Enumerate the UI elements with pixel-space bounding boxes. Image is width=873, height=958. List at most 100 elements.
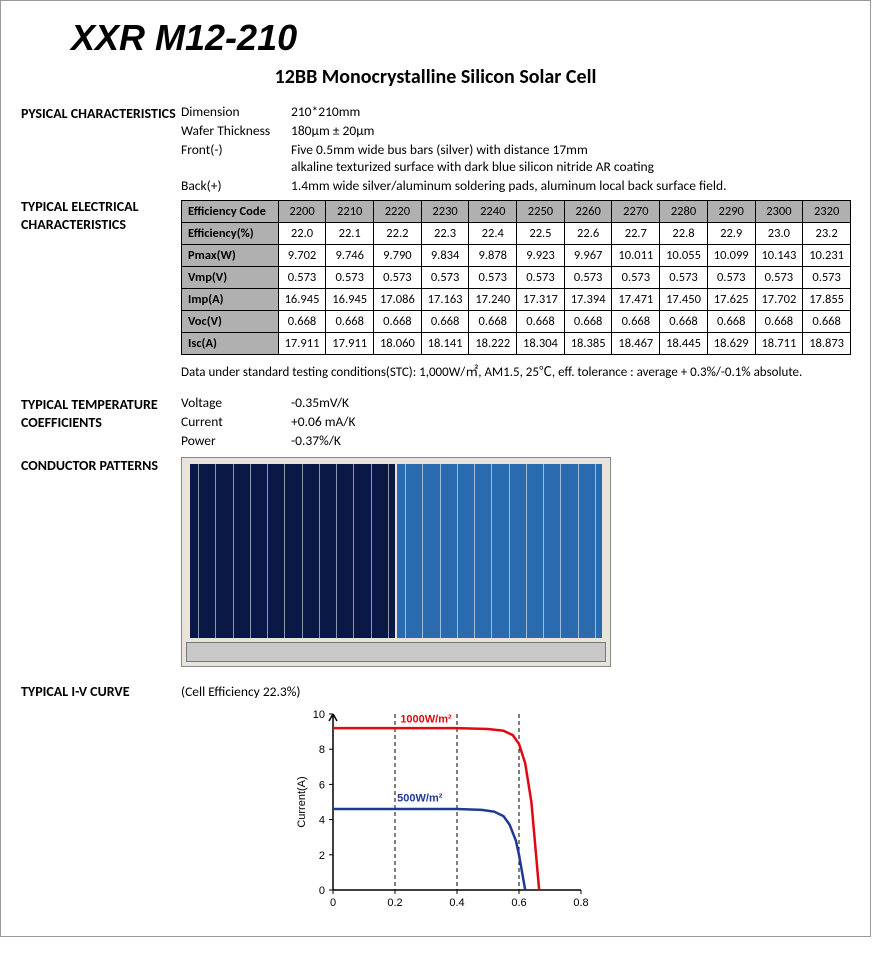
table-cell: 22.4	[469, 223, 517, 245]
section-heading-electrical: TYPICAL ELECTRICAL CHARACTERISTICS	[21, 196, 181, 233]
table-cell: 17.471	[612, 289, 660, 311]
table-cell: 0.668	[660, 311, 708, 333]
table-cell: 22.5	[517, 223, 565, 245]
table-cell: 16.945	[278, 289, 326, 311]
table-cell: 17.855	[803, 289, 851, 311]
tempco-value: +0.06 mA/K	[291, 413, 850, 430]
table-cell: 0.573	[421, 267, 469, 289]
table-cell: 18.141	[421, 333, 469, 355]
table-cell: 18.873	[803, 333, 851, 355]
tempco-row: Voltage-0.35mV/K	[181, 394, 850, 411]
table-cell: 9.746	[326, 245, 374, 267]
physical-value: 1.4mm wide silver/aluminum soldering pad…	[291, 177, 850, 194]
table-cell: 17.086	[374, 289, 422, 311]
section-heading-conductor: CONDUCTOR PATTERNS	[21, 455, 181, 475]
table-cell: 0.668	[612, 311, 660, 333]
table-cell: 22.7	[612, 223, 660, 245]
svg-text:0: 0	[330, 897, 336, 909]
table-cell: 22.1	[326, 223, 374, 245]
table-cell: 22.8	[660, 223, 708, 245]
iv-series	[333, 809, 525, 890]
table-col-header: 2230	[421, 201, 469, 223]
table-col-header: 2300	[755, 201, 803, 223]
section-iv: TYPICAL I-V CURVE (Cell Efficiency 22.3%…	[21, 681, 850, 916]
table-cell: 0.573	[469, 267, 517, 289]
table-cell: 0.668	[326, 311, 374, 333]
svg-text:0.2: 0.2	[387, 897, 402, 909]
table-cell: 18.629	[707, 333, 755, 355]
table-cell: 0.668	[517, 311, 565, 333]
product-subtitle: 12BB Monocrystalline Silicon Solar Cell	[21, 65, 850, 89]
table-cell: 0.668	[707, 311, 755, 333]
svg-text:4: 4	[319, 815, 325, 827]
ruler	[186, 642, 606, 662]
table-cell: 18.060	[374, 333, 422, 355]
solar-cell-back	[397, 464, 602, 638]
table-cell: 0.668	[374, 311, 422, 333]
table-cell: 9.702	[278, 245, 326, 267]
table-cell: 17.450	[660, 289, 708, 311]
conductor-photo	[181, 457, 611, 667]
table-row-header: Imp(A)	[182, 289, 279, 311]
product-title: XXR M12-210	[71, 17, 850, 59]
table-cell: 17.911	[326, 333, 374, 355]
table-cell: 18.467	[612, 333, 660, 355]
table-cell: 22.0	[278, 223, 326, 245]
physical-value: 210*210mm	[291, 103, 850, 120]
iv-svg: 00.20.40.60.80246810Current(A)1000W/m²50…	[291, 706, 591, 916]
table-col-header: 2320	[803, 201, 851, 223]
table-cell: 17.702	[755, 289, 803, 311]
table-cell: 17.625	[707, 289, 755, 311]
table-col-header: 2250	[517, 201, 565, 223]
section-electrical: TYPICAL ELECTRICAL CHARACTERISTICS Effic…	[21, 196, 850, 380]
svg-text:8: 8	[319, 744, 325, 756]
physical-row: Dimension210*210mm	[181, 103, 850, 120]
table-cell: 9.967	[564, 245, 612, 267]
table-cell: 22.9	[707, 223, 755, 245]
table-cell: 18.304	[517, 333, 565, 355]
tempco-row: Power-0.37%/K	[181, 432, 850, 449]
tempco-value: -0.37%/K	[291, 432, 850, 449]
table-cell: 0.573	[612, 267, 660, 289]
table-cell: 0.668	[421, 311, 469, 333]
table-cell: 17.163	[421, 289, 469, 311]
physical-key: Back(+)	[181, 177, 291, 194]
datasheet-page: XXR M12-210 12BB Monocrystalline Silicon…	[0, 0, 871, 937]
table-cell: 0.668	[803, 311, 851, 333]
table-cell: 9.790	[374, 245, 422, 267]
physical-key: Dimension	[181, 103, 291, 120]
section-tempco: TYPICAL TEMPERATURE COEFFICIENTS Voltage…	[21, 394, 850, 451]
physical-value: 180μm ± 20μm	[291, 122, 850, 139]
physical-row: Front(-)Five 0.5mm wide bus bars (silver…	[181, 141, 850, 175]
table-corner: Efficiency Code	[182, 201, 279, 223]
svg-text:0.8: 0.8	[573, 897, 588, 909]
table-cell: 17.317	[517, 289, 565, 311]
table-col-header: 2220	[374, 201, 422, 223]
table-cell: 9.878	[469, 245, 517, 267]
table-col-header: 2270	[612, 201, 660, 223]
table-cell: 0.668	[278, 311, 326, 333]
table-cell: 23.0	[755, 223, 803, 245]
physical-value: Five 0.5mm wide bus bars (silver) with d…	[291, 141, 850, 175]
table-cell: 17.911	[278, 333, 326, 355]
table-row-header: Efficiency(%)	[182, 223, 279, 245]
svg-text:0.6: 0.6	[511, 897, 526, 909]
solar-cell-front	[190, 464, 395, 638]
physical-row: Wafer Thickness180μm ± 20μm	[181, 122, 850, 139]
table-cell: 22.3	[421, 223, 469, 245]
section-conductor: CONDUCTOR PATTERNS	[21, 455, 850, 667]
table-cell: 0.573	[803, 267, 851, 289]
tempco-key: Voltage	[181, 394, 291, 411]
table-cell: 18.445	[660, 333, 708, 355]
table-cell: 23.2	[803, 223, 851, 245]
table-cell: 0.573	[660, 267, 708, 289]
iv-chart: 00.20.40.60.80246810Current(A)1000W/m²50…	[291, 706, 850, 916]
table-cell: 17.394	[564, 289, 612, 311]
svg-text:2: 2	[319, 850, 325, 862]
table-cell: 0.573	[564, 267, 612, 289]
svg-text:10: 10	[313, 709, 325, 721]
section-heading-iv: TYPICAL I-V CURVE	[21, 681, 181, 701]
svg-text:0: 0	[319, 885, 325, 897]
table-cell: 10.055	[660, 245, 708, 267]
table-cell: 0.573	[755, 267, 803, 289]
